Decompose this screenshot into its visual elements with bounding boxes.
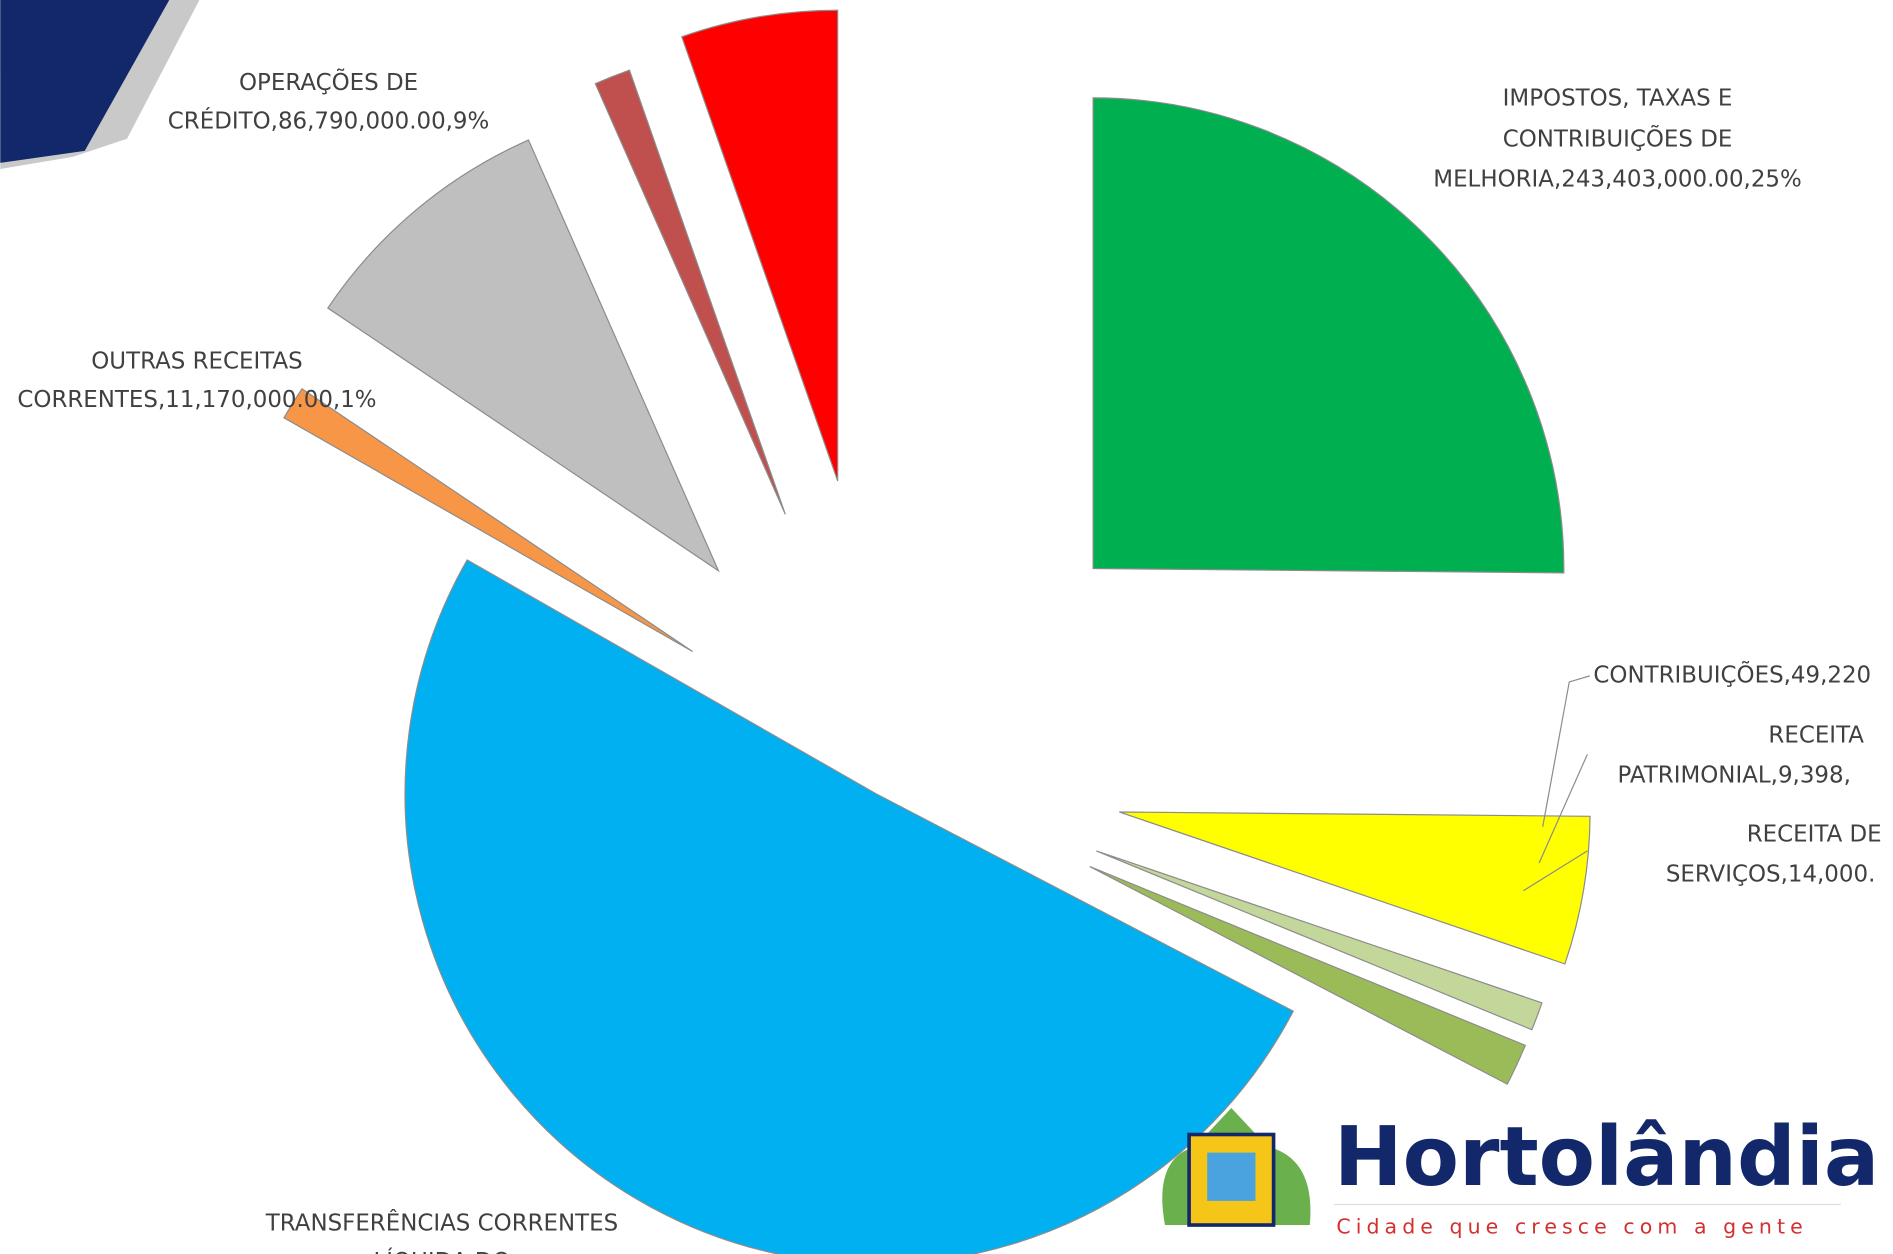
slice-label: RECEITA [1768, 723, 1864, 749]
slice-label: MELHORIA,243,403,000.00,25% [1433, 166, 1801, 192]
pie-slice [1092, 97, 1565, 574]
slice-label: OPERAÇÕES DE [239, 67, 418, 96]
leader-line [1538, 754, 1588, 864]
slice-label: TRANSFERÊNCIAS CORRENTES [265, 1208, 618, 1236]
slice-label: OUTRAS RECEITAS [91, 349, 302, 375]
pie-slice [327, 139, 720, 573]
logo-title: Hortolândia [1334, 1110, 1879, 1205]
logo: Hortolândia Cidade que cresce com a gent… [1162, 1107, 1879, 1238]
slice-label: CONTRIBUIÇÕES DE [1503, 124, 1733, 153]
pie-slice [404, 559, 1295, 1254]
pie-slice [594, 69, 786, 515]
header-shape [0, 0, 170, 163]
slice-label: PATRIMONIAL,9,398, [1618, 763, 1851, 789]
pie-slice [1096, 850, 1543, 1031]
logo-emblem-inner [1207, 1152, 1256, 1201]
leader-line [1542, 675, 1590, 827]
slice-label: CORRENTES,11,170,000.00,1% [17, 387, 376, 413]
slice-label: RECEITA DE [1747, 822, 1882, 848]
slice-label: SERVIÇOS,14,000. [1666, 862, 1876, 888]
pie-slice [1089, 865, 1527, 1085]
slice-label: LÍQUIDA DO [373, 1247, 510, 1254]
logo-tagline: Cidade que cresce com a gente [1336, 1214, 1807, 1238]
pie-slice [681, 9, 839, 482]
slice-label: IMPOSTOS, TAXAS E [1503, 85, 1733, 111]
slice-label: CONTRIBUIÇÕES,49,220 [1593, 659, 1871, 688]
leader-line [1523, 850, 1588, 892]
slice-label: CRÉDITO,86,790,000.00,9% [168, 106, 489, 134]
pie-slice [1119, 811, 1591, 965]
pie-slice [283, 387, 693, 652]
